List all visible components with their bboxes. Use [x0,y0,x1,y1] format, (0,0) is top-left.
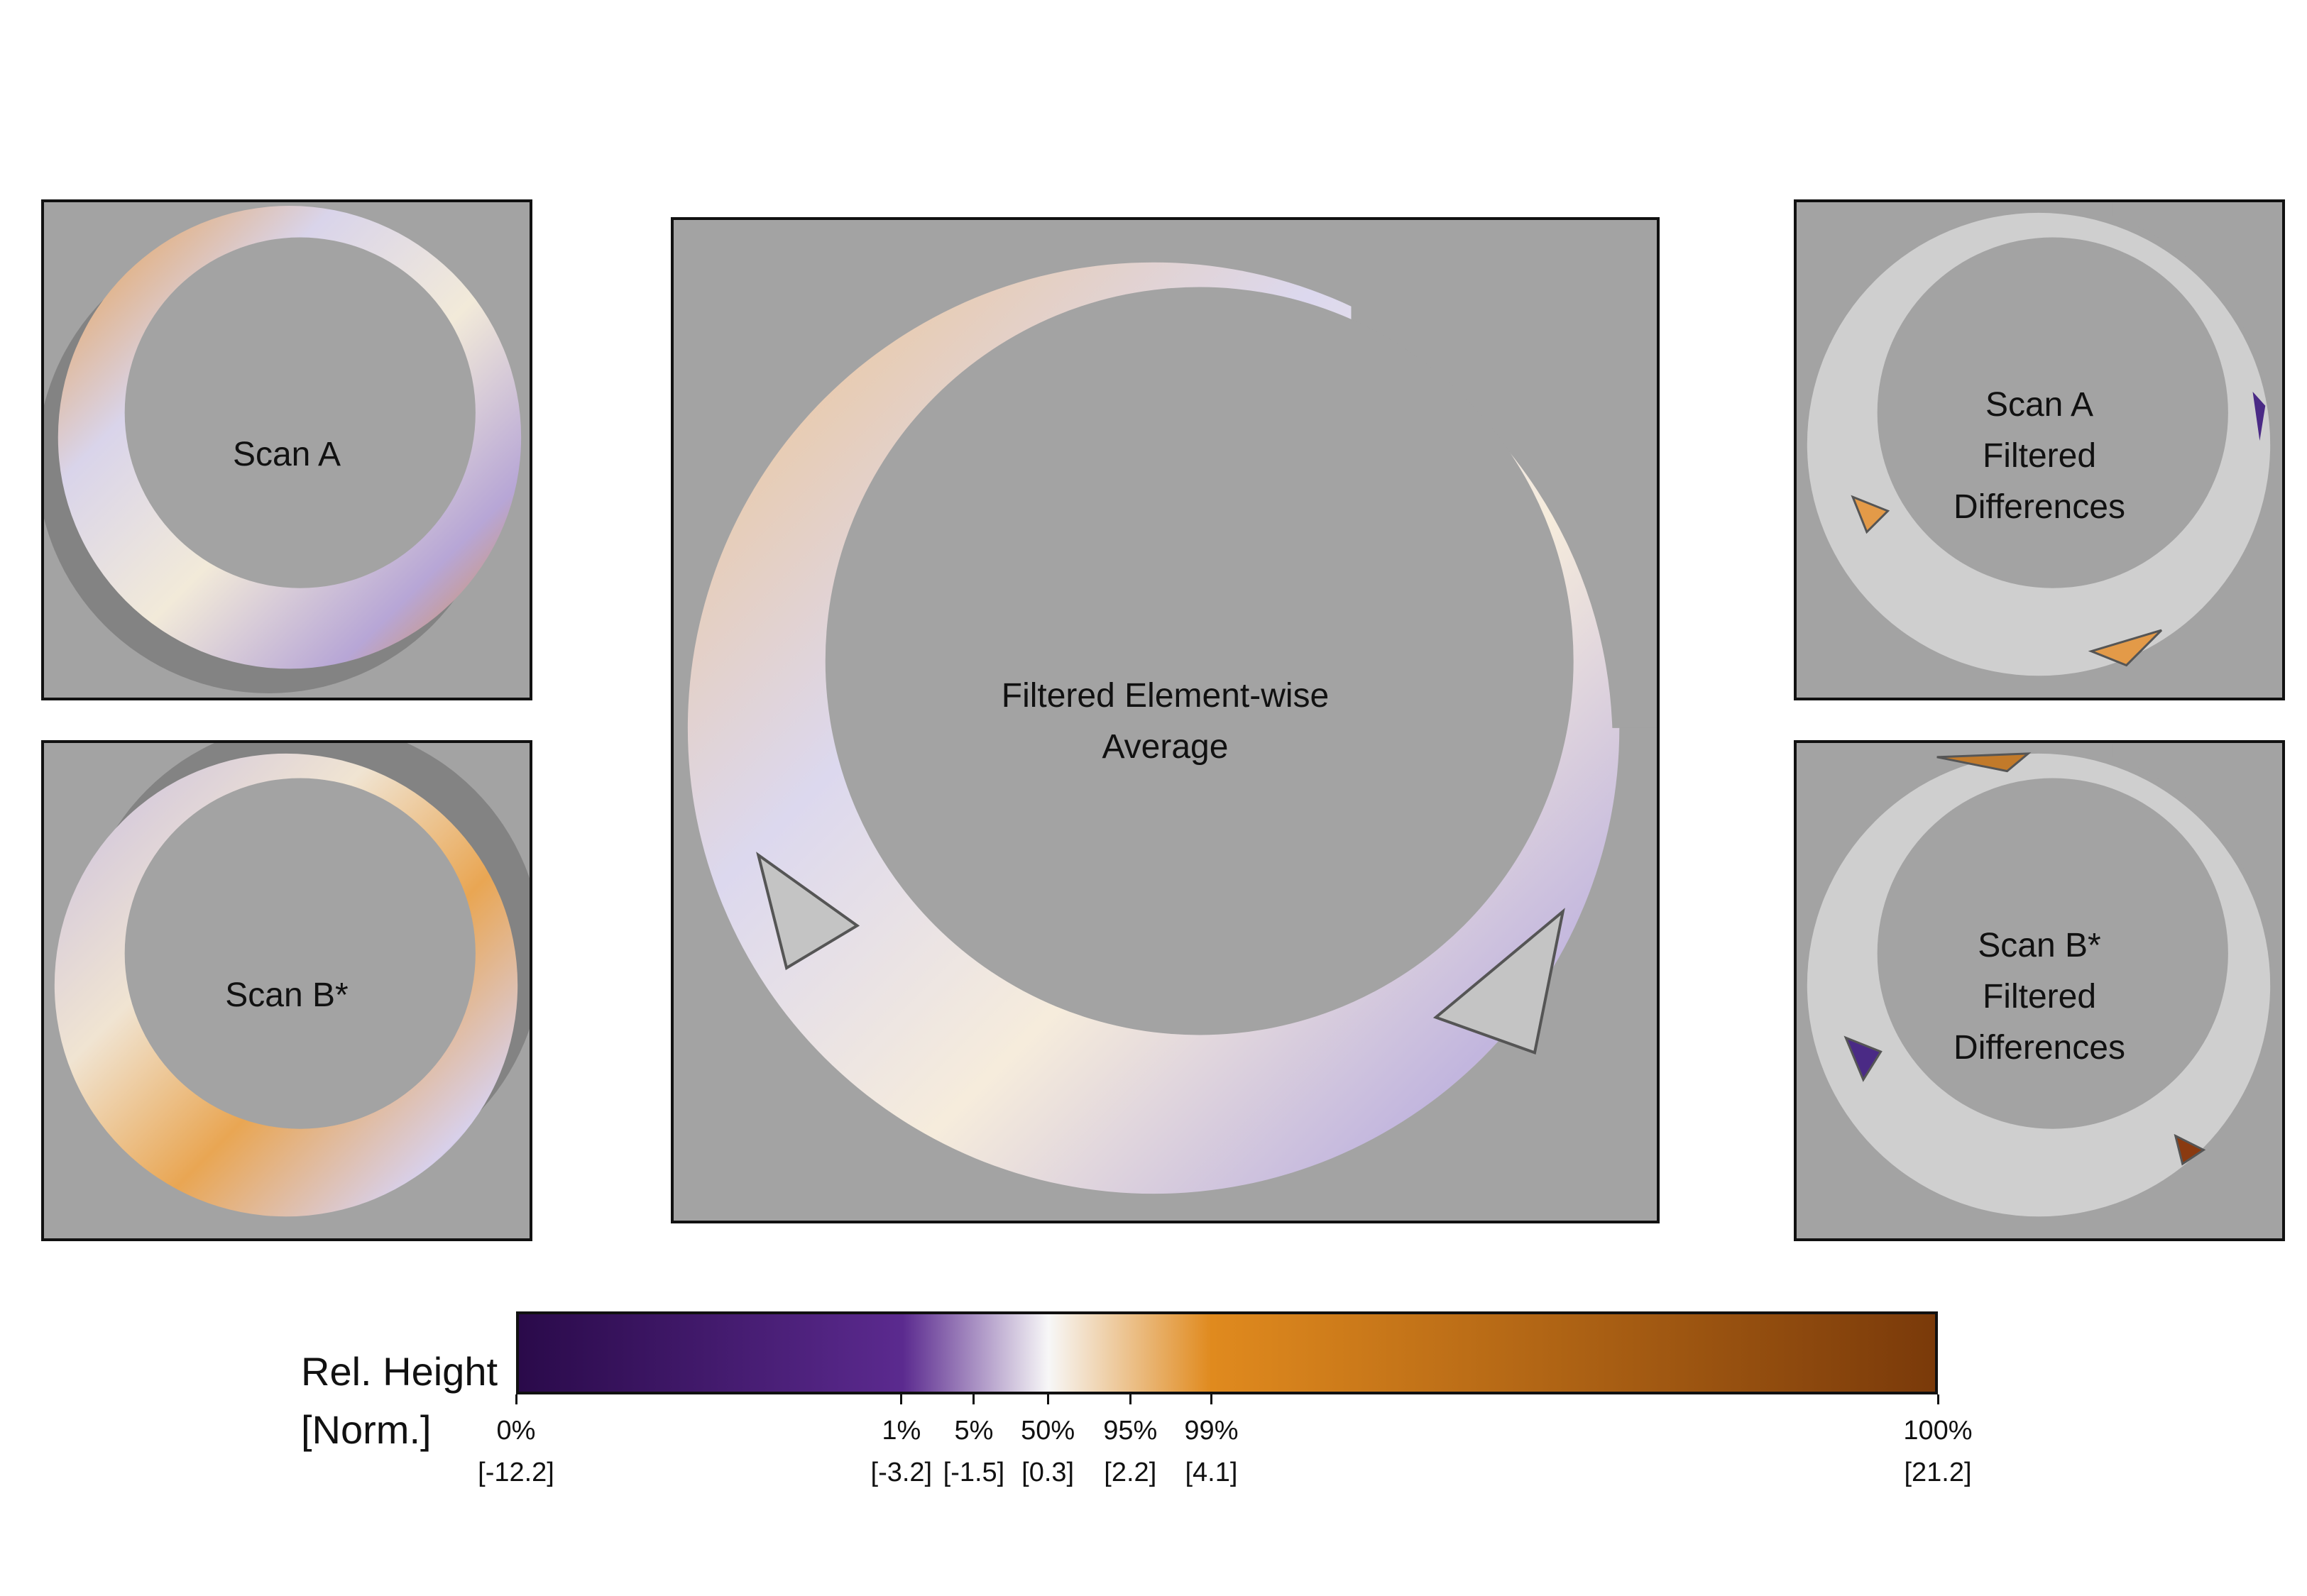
scan-a-diff-label: Scan A Filtered Differences [1953,386,2125,526]
scan-b-label: Scan B* [225,976,349,1014]
scan-b-panel: Scan B* [41,740,532,1241]
colorbar-tick-percent: 0% [496,1416,536,1446]
scan-a-diff-ring [1807,202,2282,676]
colorbar-tick-mark [1129,1394,1131,1404]
scan-b-ring [54,743,530,1217]
colorbar-tick-percent: 50% [1021,1416,1075,1446]
colorbar-tick-mark [515,1394,517,1404]
colorbar-tick-value: [0.3] [1021,1458,1075,1487]
colorbar-tick-percent: 99% [1184,1416,1239,1446]
scan-b-diff-label: Scan B* Filtered Differences [1953,927,2125,1067]
average-ring [687,220,1657,1194]
colorbar-tick-value: [21.2] [1904,1458,1972,1487]
colorbar-tick-value: [2.2] [1104,1458,1157,1487]
scan-a-ring [44,206,522,693]
scan-b-diff-ring [1807,743,2282,1217]
colorbar-tick-percent: 100% [1903,1416,1973,1446]
colorbar [516,1311,1938,1394]
scan-a-label: Scan A [232,436,341,473]
colorbar-tick-mark [1046,1394,1049,1404]
colorbar-tick-value: [-1.5] [943,1458,1005,1487]
average-panel: Filtered Element-wise Average [671,217,1660,1223]
scan-a-diff-panel: Scan A Filtered Differences [1794,199,2285,700]
colorbar-tick-mark [1210,1394,1212,1404]
colorbar-tick-mark [1936,1394,1939,1404]
colorbar-tick-percent: 5% [954,1416,994,1446]
colorbar-title-line2: [Norm.] [301,1407,432,1452]
colorbar-tick-value: [4.1] [1185,1458,1238,1487]
scan-a-panel: Scan A [41,199,532,700]
colorbar-tick-mark [972,1394,975,1404]
colorbar-tick-percent: 1% [882,1416,921,1446]
colorbar-tick-value: [-3.2] [870,1458,933,1487]
colorbar-title-line1: Rel. Height [301,1349,498,1394]
scan-b-diff-panel: Scan B* Filtered Differences [1794,740,2285,1241]
colorbar-tick-percent: 95% [1103,1416,1158,1446]
colorbar-tick-value: [-12.2] [478,1458,554,1487]
average-label: Filtered Element-wise Average [1001,677,1330,766]
colorbar-tick-mark [900,1394,903,1404]
